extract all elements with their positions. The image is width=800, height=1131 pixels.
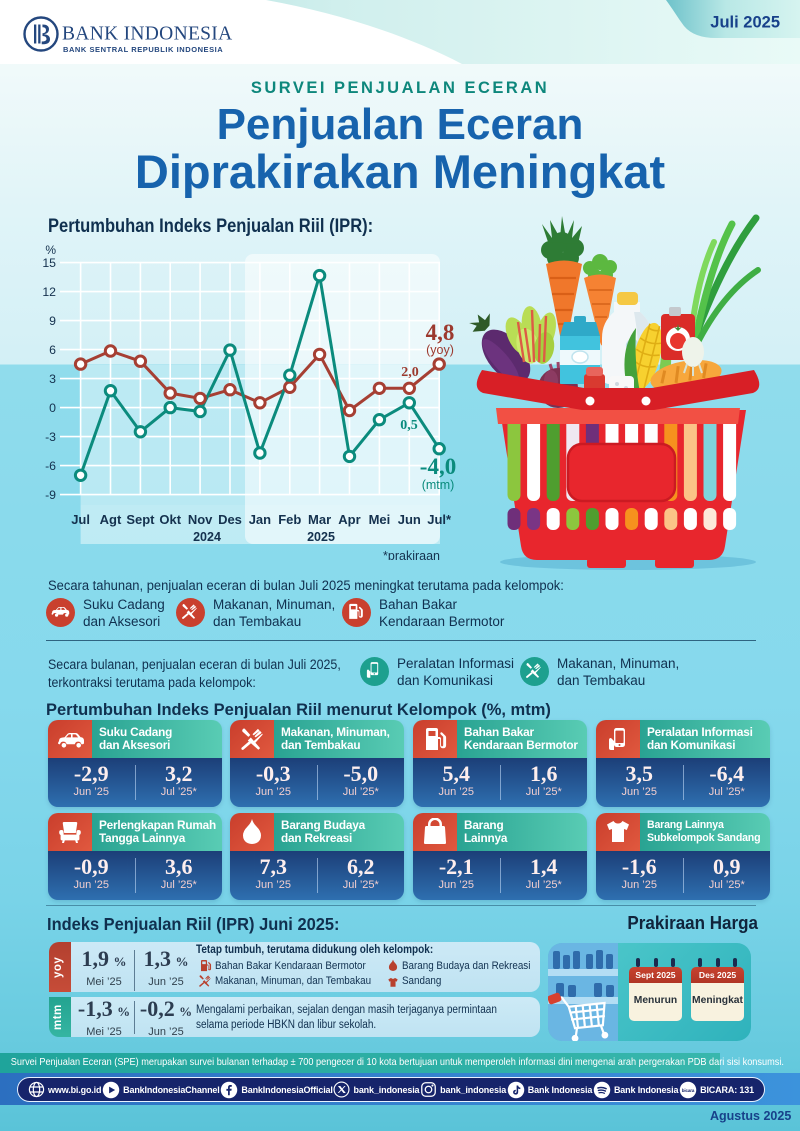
svg-text:0: 0 [49,401,56,415]
svg-text:Jul*: Jul* [427,512,452,527]
svg-text:2024: 2024 [193,530,221,544]
svg-text:6: 6 [49,343,56,357]
svg-text:12: 12 [42,285,56,299]
svg-text:2025: 2025 [307,530,335,544]
svg-text:%: % [45,243,56,257]
svg-text:15: 15 [42,256,56,270]
svg-text:Jul: Jul [71,512,90,527]
svg-text:BANK SENTRAL REPUBLIK INDONESI: BANK SENTRAL REPUBLIK INDONESIA [63,45,223,54]
svg-text:2,0: 2,0 [401,365,419,380]
svg-text:Jun: Jun [398,512,421,527]
svg-text:Feb: Feb [278,512,301,527]
svg-text:4,8: 4,8 [426,320,455,345]
svg-text:(yoy): (yoy) [426,343,454,357]
svg-text:Jan: Jan [249,512,271,527]
svg-text:-4,0: -4,0 [420,454,456,479]
svg-text:Agt: Agt [100,512,122,527]
svg-text:Juli 2025: Juli 2025 [710,14,780,32]
svg-text:Mar: Mar [308,512,331,527]
svg-text:(mtm): (mtm) [422,478,455,492]
svg-text:-6: -6 [45,459,56,473]
svg-text:9: 9 [49,314,56,328]
svg-text:0,5: 0,5 [400,418,418,433]
svg-text:Apr: Apr [338,512,360,527]
svg-text:Sept: Sept [126,512,155,527]
svg-text:3: 3 [49,372,56,386]
svg-text:Mei: Mei [369,512,391,527]
svg-text:bicara: bicara [682,1087,695,1092]
svg-text:-9: -9 [45,488,56,502]
svg-text:Des: Des [218,512,242,527]
svg-text:-3: -3 [45,430,56,444]
svg-text:BANK INDONESIA: BANK INDONESIA [62,24,232,45]
svg-text:*prakiraan: *prakiraan [383,549,440,560]
svg-text:Nov: Nov [188,512,213,527]
svg-text:Okt: Okt [159,512,181,527]
